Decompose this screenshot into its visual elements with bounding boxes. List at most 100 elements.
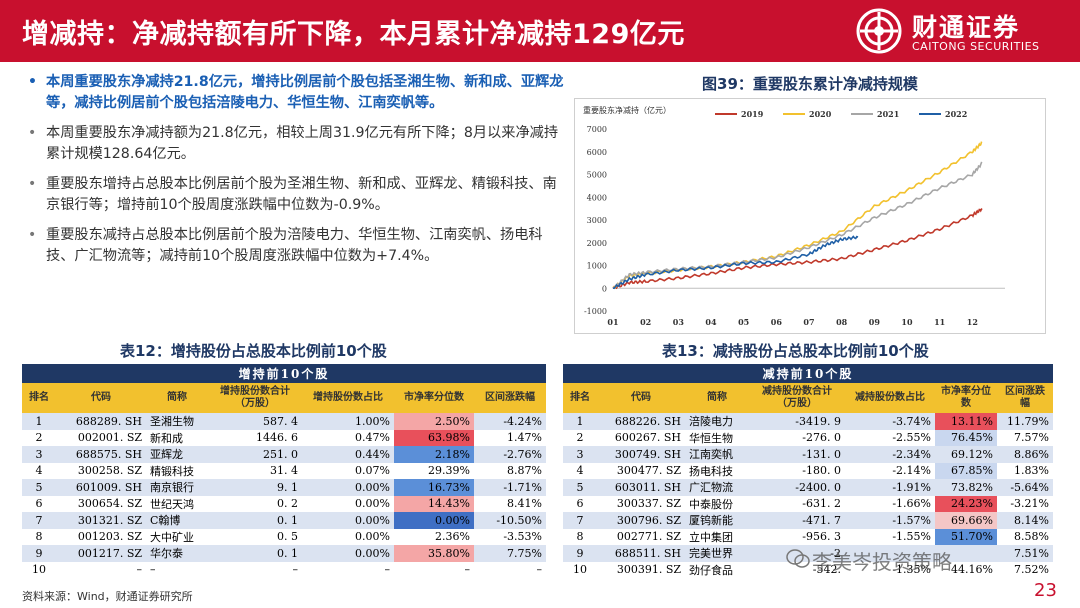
- cell-code: 300391. SZ: [597, 561, 685, 578]
- cell-name: 劲仔食品: [685, 561, 749, 578]
- cell-chg: -3.53%: [474, 528, 546, 545]
- table12-title: 表12：增持股份占总股本比例前10个股: [120, 342, 387, 360]
- cell-pb: 16.73%: [394, 479, 474, 496]
- cell-code: –: [56, 561, 146, 578]
- cell-chg: 7.52%: [997, 561, 1053, 578]
- table12-header-3: 增持股份数合计（万股）: [208, 383, 302, 413]
- cell-shares: -180. 0: [749, 462, 845, 479]
- cell-ratio: -2.55%: [845, 429, 935, 446]
- cell-rank: 2: [22, 429, 56, 446]
- cell-shares: -542.: [749, 561, 845, 578]
- cell-rank: 9: [22, 545, 56, 562]
- cell-pb: 76.45%: [935, 429, 997, 446]
- cell-code: 300258. SZ: [56, 462, 146, 479]
- logo-english: CAITONG SECURITIES: [912, 40, 1040, 53]
- cell-name: 华尔泰: [146, 545, 208, 562]
- table-row: 4 300258. SZ 精锻科技 31. 4 0.07% 29.39% 8.87%: [22, 462, 546, 479]
- cell-pb: 2.50%: [394, 413, 474, 430]
- cell-pb: 24.23%: [935, 495, 997, 512]
- cell-shares: -131. 0: [749, 446, 845, 463]
- cell-chg: 8.87%: [474, 462, 546, 479]
- cell-chg: -4.24%: [474, 413, 546, 430]
- cell-chg: 1.83%: [997, 462, 1053, 479]
- cell-pb: 29.39%: [394, 462, 474, 479]
- y-tick-label: 3000: [587, 216, 607, 225]
- cell-ratio: -1.91%: [845, 479, 935, 496]
- table-row: 5 603011. SH 广汇物流 -2400. 0 -1.91% 73.82% -5.64…: [563, 479, 1053, 496]
- cell-ratio: -2.34%: [845, 446, 935, 463]
- cell-shares: 31. 4: [208, 462, 302, 479]
- cell-ratio: 0.00%: [302, 528, 394, 545]
- cell-ratio: 0.44%: [302, 446, 394, 463]
- cell-rank: 7: [22, 512, 56, 529]
- cell-code: 001217. SZ: [56, 545, 146, 562]
- cell-rank: 10: [22, 561, 56, 578]
- table-row: 2 002001. SZ 新和成 1446. 6 0.47% 63.98% 1.47%: [22, 429, 546, 446]
- table-row: 10 300391. SZ 劲仔食品 -542. -1.35% 44.16% 7.52%: [563, 561, 1053, 578]
- cell-code: 688511. SH: [597, 545, 685, 562]
- cell-rank: 1: [22, 413, 56, 430]
- cell-code: 001203. SZ: [56, 528, 146, 545]
- cell-name: 完美世界: [685, 545, 749, 562]
- y-axis-label: 重要股东净减持（亿元）: [583, 105, 671, 115]
- cell-pb: 35.80%: [394, 545, 474, 562]
- cell-code: 603011. SH: [597, 479, 685, 496]
- cell-rank: 4: [563, 462, 597, 479]
- watermark: 李美岑投资策略: [812, 550, 952, 574]
- y-tick-label: 2000: [587, 239, 607, 248]
- cell-rank: 3: [22, 446, 56, 463]
- cell-name: 大中矿业: [146, 528, 208, 545]
- cell-rank: 5: [563, 479, 597, 496]
- table13: 减持前10个股 排名 代码 简称 减持股份数合计（万股） 减持股份数占比 市净率分位数 区间…: [563, 364, 1053, 578]
- cell-name: 扬电科技: [685, 462, 749, 479]
- cell-pb: –: [394, 561, 474, 578]
- x-tick-label: 10: [901, 317, 913, 327]
- cell-ratio: -3.74%: [845, 413, 935, 430]
- cell-shares: -2400. 0: [749, 479, 845, 496]
- legend-label: 2022: [945, 109, 967, 119]
- chart-svg: 重要股东净减持（亿元） -1000 0 1000 2000 3000 4000 5000 600…: [583, 105, 1005, 327]
- cell-pb: 69.12%: [935, 446, 997, 463]
- cell-rank: 9: [563, 545, 597, 562]
- cell-shares: 0. 1: [208, 545, 302, 562]
- cell-name: 亚辉龙: [146, 446, 208, 463]
- x-tick-label: 07: [803, 317, 814, 327]
- y-tick-label: 7000: [587, 125, 607, 134]
- cell-shares: -631. 2: [749, 495, 845, 512]
- y-tick-label: 5000: [587, 171, 607, 180]
- cell-name: 厦钨新能: [685, 512, 749, 529]
- cell-name: C翰博: [146, 512, 208, 529]
- cell-chg: 7.51%: [997, 545, 1053, 562]
- table-row: 6 300337. SZ 中泰股份 -631. 2 -1.66% 24.23% -3.21%: [563, 495, 1053, 512]
- cell-rank: 7: [563, 512, 597, 529]
- figure-title: 图39：重要股东累计净减持规模: [702, 75, 918, 93]
- cell-ratio: 1.00%: [302, 413, 394, 430]
- x-tick-label: 01: [607, 317, 618, 327]
- table12-header-1: 代码: [56, 383, 146, 413]
- x-tick-label: 12: [967, 317, 978, 327]
- cell-code: 300654. SZ: [56, 495, 146, 512]
- cell-rank: 10: [563, 561, 597, 578]
- cell-pb: 69.66%: [935, 512, 997, 529]
- cell-ratio: 0.00%: [302, 479, 394, 496]
- cell-code: 300477. SZ: [597, 462, 685, 479]
- table-row: 9 001217. SZ 华尔泰 0. 1 0.00% 35.80% 7.75%: [22, 545, 546, 562]
- cell-shares: 1446. 6: [208, 429, 302, 446]
- cell-shares: -276. 0: [749, 429, 845, 446]
- bullet-summary: 本周重要股东净减持21.8亿元，增持比例居前个股包括圣湘生物、新和成、亚辉龙等，…: [28, 72, 568, 114]
- table-row: 8 001203. SZ 大中矿业 0. 5 0.00% 2.36% -3.53%: [22, 528, 546, 545]
- y-tick-label: 6000: [587, 148, 607, 157]
- cell-code: 688289. SH: [56, 413, 146, 430]
- cell-chg: 7.75%: [474, 545, 546, 562]
- x-tick-label: 05: [738, 317, 749, 327]
- table-row: 8 002771. SZ 立中集团 -956. 3 -1.55% 51.70% 8.58%: [563, 528, 1053, 545]
- cell-chg: -5.64%: [997, 479, 1053, 496]
- cell-rank: 2: [563, 429, 597, 446]
- cell-ratio: -1.55%: [845, 528, 935, 545]
- company-logo: 财通证券 CAITONG SECURITIES: [856, 6, 1066, 58]
- series-line-2022: [612, 235, 859, 290]
- table-row: 3 688575. SH 亚辉龙 251. 0 0.44% 2.18% -2.76%: [22, 446, 546, 463]
- table-row: 1 688226. SH 涪陵电力 -3419. 9 -3.74% 13.11% 11.79…: [563, 413, 1053, 430]
- y-tick-label: 0: [602, 284, 607, 293]
